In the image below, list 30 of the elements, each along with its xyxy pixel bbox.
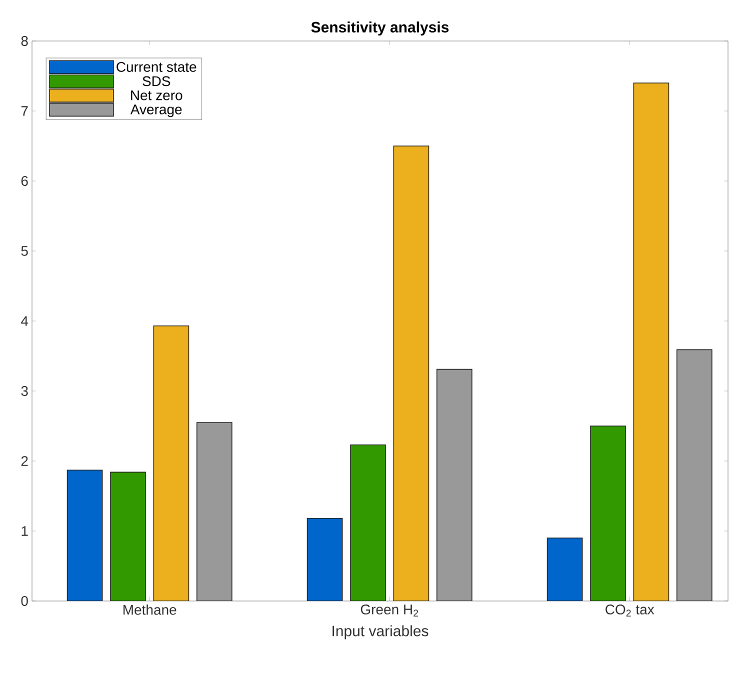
y-tick-label: 3 [21, 386, 28, 396]
bar [393, 146, 430, 601]
bar [350, 444, 386, 601]
bar [153, 326, 190, 601]
y-tick-label: 2 [21, 456, 28, 466]
y-tick-label: 7 [21, 106, 28, 116]
bar [590, 426, 626, 601]
legend-label: Net zero [131, 90, 182, 100]
y-tick-label: 5 [21, 246, 28, 256]
x-tick-label: CO$_{2}$ tax [606, 604, 654, 616]
y-tick-label: 0 [21, 596, 28, 606]
bar [546, 538, 583, 601]
bar [196, 422, 232, 601]
y-tick-label: 1 [22, 526, 28, 536]
x-axis-title: Input variables [332, 625, 428, 640]
bar [676, 349, 712, 601]
bar [306, 518, 343, 601]
x-tick-label: Green H$_{2}$ [360, 604, 418, 616]
legend-label: SDS [142, 76, 170, 86]
y-tick-label: 6 [21, 176, 28, 186]
bar [110, 472, 146, 601]
y-tick-label: 8 [21, 36, 28, 46]
chart-title: Sensitivity analysis [311, 22, 449, 36]
x-tick-label: Methane [124, 604, 176, 615]
bar [436, 368, 472, 601]
bar [66, 470, 103, 601]
legend-label: Average [130, 104, 182, 118]
y-tick-label: 4 [21, 316, 28, 326]
legend-label: Current state [116, 62, 196, 72]
bar [633, 82, 670, 601]
